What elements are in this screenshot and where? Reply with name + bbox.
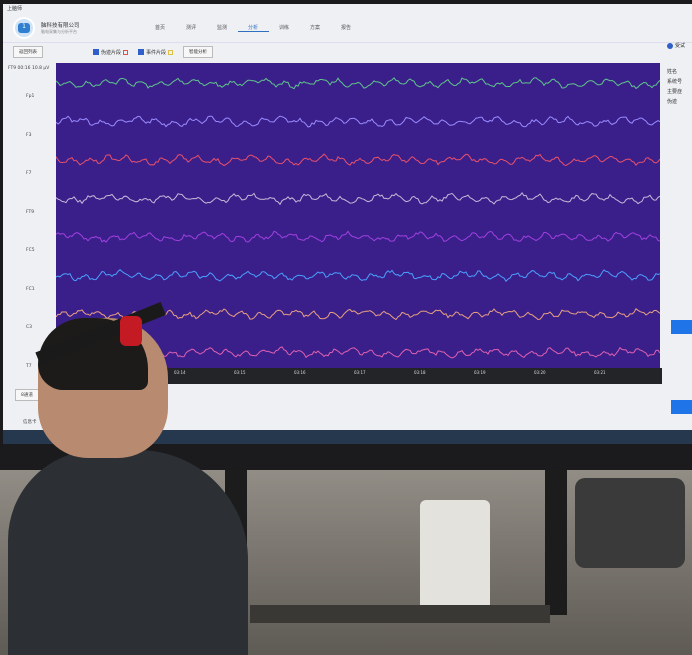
subject-field: 姓名 (667, 69, 678, 75)
time-tick: 03:18 (414, 370, 426, 375)
company-subtitle: 脑电采集与分析平台 (41, 28, 77, 34)
plant-pot (420, 500, 490, 610)
eeg-trace (56, 269, 660, 283)
eeg-sensor (120, 316, 142, 346)
event-color-swatch (168, 49, 174, 55)
channel-label: Fp1 (26, 94, 35, 99)
nav-tab[interactable]: 测评 (186, 24, 197, 31)
channel-label: F3 (26, 132, 32, 138)
nav-tab[interactable]: 首页 (155, 24, 166, 31)
action-button[interactable] (671, 400, 692, 414)
subject-panel: 受试 姓名 系统号 主要症 伪迹 (667, 42, 692, 422)
time-tick: 03:16 (294, 370, 306, 375)
checkbox-icon (138, 49, 145, 55)
time-tick: 03:14 (174, 370, 186, 375)
channel-label: FC1 (26, 286, 35, 292)
event-checkbox[interactable]: 事件片段 (138, 49, 174, 56)
info-label: 信息卡 (23, 420, 37, 425)
time-tick: 03:21 (594, 370, 606, 375)
time-tick: 03:17 (354, 370, 366, 375)
channels-button[interactable]: 8通道 (15, 389, 39, 401)
toolbar: 返回列表 伪迹片段 事件片段 智能分析 (3, 43, 692, 61)
nav-tab[interactable]: 方案 (310, 24, 321, 31)
checkbox-icon (93, 49, 99, 55)
eeg-trace (56, 192, 660, 206)
window-title: 上脑师 (7, 6, 23, 12)
subject-field: 伪迹 (667, 99, 678, 105)
nav-tab[interactable]: 监测 (217, 24, 228, 31)
eeg-trace (56, 115, 660, 128)
eeg-trace (56, 77, 660, 90)
company-name: 脑科技有限公司 (41, 22, 80, 29)
app-header: 1 脑科技有限公司 脑电采集与分析平台 首页 测评 监测 分析 训练 方案 报告 (3, 13, 692, 43)
monitor-stand (545, 465, 567, 615)
time-tick: 03:20 (534, 370, 546, 375)
channel-label: C3 (26, 325, 33, 330)
eeg-trace (56, 153, 660, 167)
shelf (250, 605, 550, 623)
eeg-trace (56, 230, 660, 243)
artifact-color-swatch (123, 49, 129, 55)
smart-analysis-button[interactable]: 智能分析 (183, 46, 214, 58)
nav-tab[interactable]: 训练 (279, 24, 290, 31)
taskbar (3, 430, 692, 444)
time-tick: 03:15 (234, 370, 246, 375)
nav-tab[interactable]: 分析 (237, 24, 269, 32)
readout: FT9 00:16 10.8 μV (8, 66, 50, 71)
office-chair (575, 478, 685, 568)
time-axis: 03:14 03:15 03:16 03:17 03:18 03:19 03:20 03:21 (56, 368, 662, 384)
person-body (8, 450, 248, 655)
channel-label: FC5 (26, 248, 35, 253)
channel-label: FT9 (26, 209, 35, 215)
logo: 1 (13, 16, 35, 39)
main-nav: 首页 测评 监测 分析 训练 方案 报告 (145, 24, 362, 32)
nav-tab[interactable]: 报告 (341, 24, 352, 31)
subject-field: 系统号 (667, 79, 683, 85)
channel-labels: FT9 00:16 10.8 μV 8通道 信息卡 Fp1 F3 F7 FT9 FC5 F… (3, 62, 55, 425)
subject-field: 主要症 (667, 89, 683, 95)
back-button[interactable]: 返回列表 (13, 46, 43, 58)
channel-label: F7 (26, 171, 32, 176)
radio-icon[interactable] (667, 42, 673, 49)
channel-label: T7 (26, 363, 32, 369)
artifact-checkbox[interactable]: 伪迹片段 (93, 49, 129, 56)
time-tick: 03:19 (474, 370, 486, 375)
action-button[interactable] (671, 320, 692, 334)
